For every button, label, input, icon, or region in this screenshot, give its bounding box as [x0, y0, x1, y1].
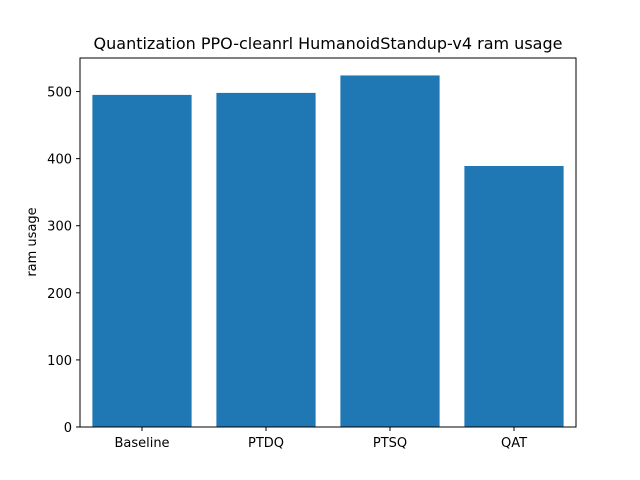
x-tick-label: PTSQ	[373, 436, 407, 451]
bar-baseline	[92, 94, 192, 428]
bars-group	[92, 75, 564, 428]
y-tick-label: 0	[64, 421, 72, 436]
plot-frame	[79, 57, 577, 428]
y-tick-label: 100	[47, 354, 72, 369]
bar-ptdq	[216, 92, 316, 428]
y-tick-label: 500	[47, 86, 72, 101]
y-tick-label: 300	[47, 220, 72, 235]
y-axis-label: ram usage	[25, 207, 40, 276]
y-tick-label: 400	[47, 153, 72, 168]
y-tick-label: 200	[47, 287, 72, 302]
x-tick-label: QAT	[501, 436, 527, 451]
bar-ptsq	[340, 75, 440, 427]
x-tick-label: Baseline	[114, 436, 169, 451]
bar-qat	[464, 166, 564, 427]
chart-title: Quantization PPO-cleanrl HumanoidStandup…	[94, 34, 563, 53]
x-axis: Baseline PTDQ PTSQ QAT	[114, 427, 527, 451]
x-tick-label: PTDQ	[248, 436, 284, 451]
y-axis: 0 100 200 300 400 500	[47, 86, 80, 436]
